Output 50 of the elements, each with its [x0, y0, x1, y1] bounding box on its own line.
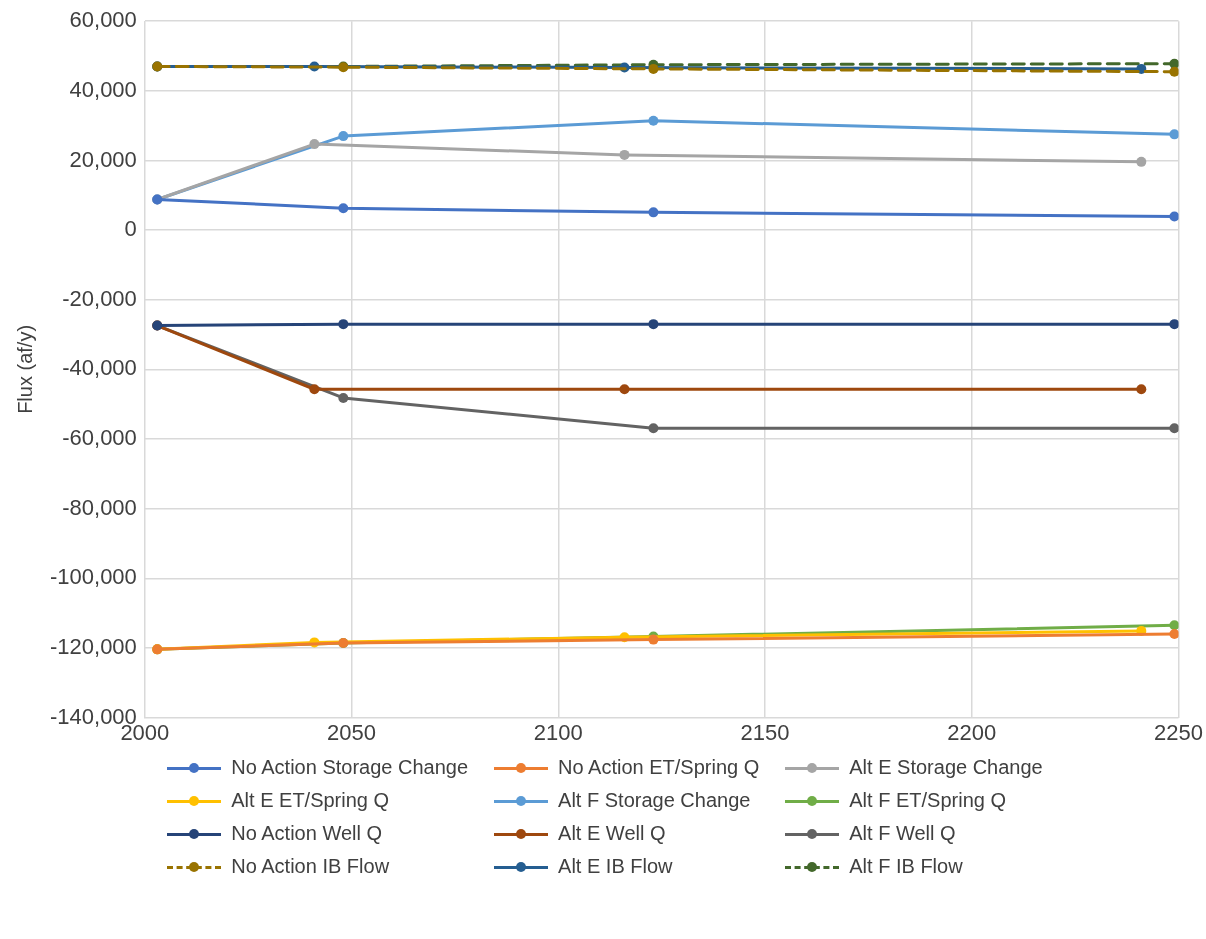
point	[338, 319, 349, 330]
point	[309, 139, 320, 150]
y-tick-label: 20,000	[69, 146, 137, 172]
point	[309, 384, 320, 395]
point	[648, 115, 659, 126]
point	[619, 149, 630, 160]
point	[619, 384, 630, 395]
legend-label: Alt E Well Q	[558, 822, 666, 845]
point	[648, 319, 659, 330]
y-tick-label: 0	[124, 216, 137, 242]
point	[648, 423, 659, 434]
point	[1169, 423, 1179, 434]
legend-label: Alt F ET/Spring Q	[849, 789, 1006, 812]
point	[338, 203, 349, 214]
y-axis-title: Flux (af/y)	[13, 324, 36, 414]
legend-label: Alt E ET/Spring Q	[231, 789, 390, 812]
x-tick-label: 2200	[947, 719, 997, 745]
point	[1169, 629, 1179, 640]
legend-label: Alt F Storage Change	[558, 789, 751, 812]
point	[1169, 129, 1179, 140]
point	[1169, 211, 1179, 222]
point	[648, 63, 659, 74]
y-tick-label: 40,000	[69, 76, 137, 102]
x-tick-label: 2100	[533, 719, 583, 745]
point	[648, 207, 659, 218]
point	[1169, 66, 1179, 77]
x-tick-label: 2250	[1154, 719, 1204, 745]
legend-label: Alt F Well Q	[849, 822, 956, 845]
legend-label: No Action Well Q	[231, 822, 383, 845]
point	[1136, 156, 1147, 167]
legend-label: No Action IB Flow	[231, 855, 390, 878]
legend-label: No Action Storage Change	[231, 756, 469, 779]
point	[338, 392, 349, 403]
y-tick-label: 60,000	[69, 7, 137, 33]
y-tick-label: -80,000	[62, 494, 137, 520]
point	[338, 131, 349, 142]
y-tick-label: -20,000	[62, 285, 137, 311]
legend-label: Alt E IB Flow	[558, 855, 673, 878]
y-tick-label: -60,000	[62, 425, 137, 451]
legend-label: Alt F IB Flow	[849, 855, 963, 878]
x-tick-label: 2050	[327, 719, 377, 745]
point	[1169, 319, 1179, 330]
point	[1136, 384, 1147, 395]
y-tick-label: -40,000	[62, 355, 137, 381]
y-tick-label: -100,000	[49, 564, 137, 590]
y-tick-label: -120,000	[49, 634, 137, 660]
legend-label: Alt E Storage Change	[849, 756, 1043, 779]
legend-label: No Action ET/Spring Q	[558, 756, 760, 779]
x-tick-label: 2150	[740, 719, 790, 745]
point	[1169, 620, 1179, 631]
